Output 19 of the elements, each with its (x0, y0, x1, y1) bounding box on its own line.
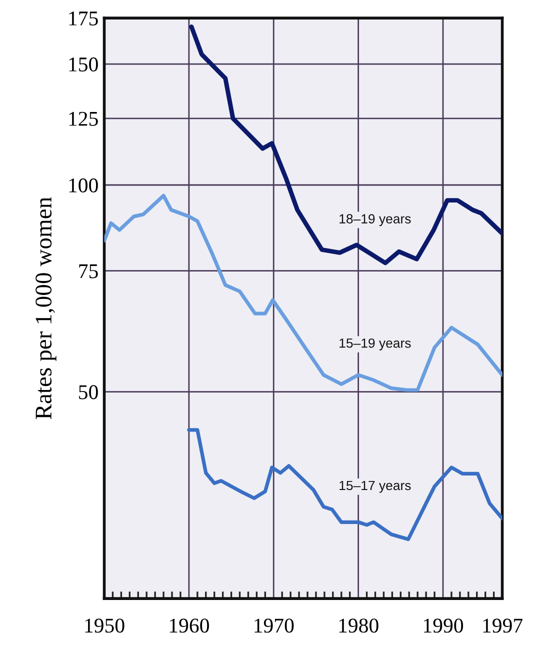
line-series (187, 428, 502, 542)
x-tick-label: 1990 (424, 618, 464, 633)
line-series (104, 194, 502, 392)
x-tick-label: 1970 (254, 618, 294, 633)
y-tick-label: 75 (79, 264, 98, 278)
y-tick-label: 50 (79, 385, 98, 400)
y-axis-title: Rates per 1,000 women (36, 197, 56, 420)
y-tick-label: 150 (69, 57, 98, 72)
series-label: 15–19 years (340, 338, 411, 350)
line-series (189, 24, 502, 266)
x-tick-label: 1950 (85, 618, 124, 633)
series-label: 18–19 years (340, 214, 411, 226)
x-tick-label: 1980 (339, 618, 378, 633)
y-tick-label: 125 (69, 112, 98, 126)
y-tick-label: 175 (69, 12, 98, 26)
x-tick-label: 1960 (170, 618, 209, 633)
y-tick-label: 100 (69, 178, 98, 192)
series-label: 15–17 years (340, 480, 411, 493)
x-tick-label: 1997 (483, 618, 523, 633)
